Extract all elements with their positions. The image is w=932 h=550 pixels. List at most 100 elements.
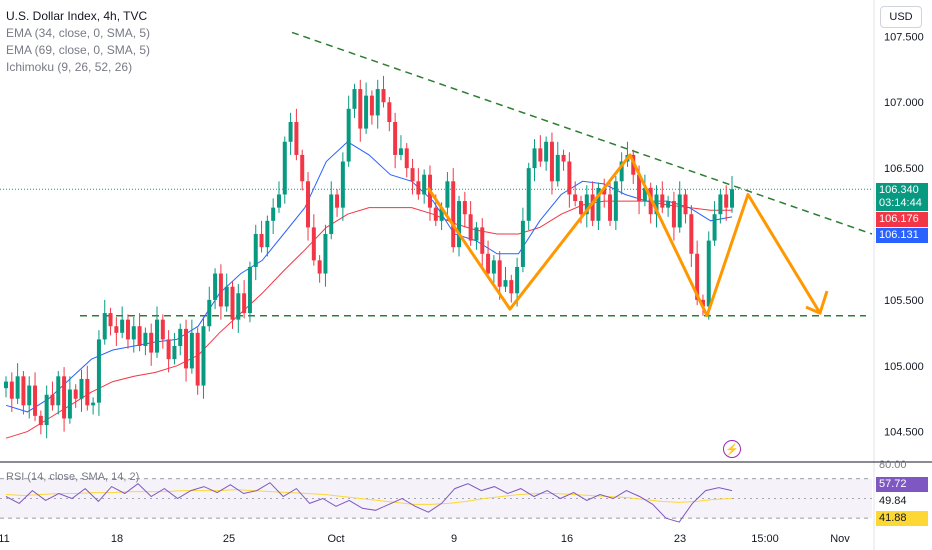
candle-body [358,89,363,129]
candle-body [102,313,107,340]
candle-body [515,266,520,294]
time-axis: 11 18 25 Oct 9 16 23 15:00 Nov [0,533,850,545]
candle [155,306,160,358]
candle-body [224,286,229,307]
candle [218,264,223,320]
candle-body [468,214,473,241]
candle-body [184,328,189,369]
candle-body [706,240,711,307]
candle-body [677,194,682,228]
candle [718,189,723,224]
candle [253,224,258,281]
candle-body [549,141,554,182]
candle [509,274,514,303]
legend-ema-fast: EMA (34, close, 0, SMA, 5) [6,26,151,40]
pattern-drawing [426,153,829,318]
candle [549,132,554,195]
candle [143,327,148,356]
candle-body [67,389,72,419]
candle [102,299,107,345]
candle-body [573,194,578,202]
price-tick-0: 107.500 [884,31,924,43]
candle-body [364,95,369,129]
candle-body [445,181,450,208]
time-tick-7: 15:00 [751,533,779,545]
candle [166,330,171,373]
candle-body [247,266,252,314]
candle-body [131,326,136,340]
rsi-value-tag: 57.72 [876,477,928,492]
candle [387,96,392,132]
candle-body [300,154,305,182]
candle-body [561,154,566,162]
candle-body [288,122,293,142]
candle-body [480,227,485,254]
bar-countdown: 03:14:44 [879,197,922,209]
candle-body [50,394,55,406]
candle [27,376,32,419]
candle-body [120,319,125,333]
candle-body [439,207,444,221]
candle-body [137,326,142,346]
candle [369,90,374,125]
candle-body [578,201,583,215]
candle [457,195,462,257]
candle-body [712,214,717,241]
candle-body [462,201,467,215]
ema-slow-line [5,200,732,439]
candle [73,384,78,408]
candle-body [666,201,671,208]
candle-body [172,346,177,360]
price-tick-1: 107.000 [884,97,924,109]
candle-body [730,189,734,208]
candle-body [608,194,613,221]
candle [654,185,659,228]
candle [62,367,67,432]
candle-body [352,89,357,109]
candle [67,376,72,424]
candle [306,172,311,241]
currency-button[interactable]: USD [880,6,922,28]
candle [207,286,212,332]
candle [677,181,682,233]
candle-body [15,376,20,399]
candle [340,152,345,221]
candle [689,205,694,267]
candle-body [282,141,287,195]
candle [410,158,415,195]
time-tick-3: Oct [327,533,344,545]
rsi-lower-tag: 41.88 [876,511,928,526]
candle [567,152,572,208]
candle-body [276,194,281,208]
candle-body [474,227,479,241]
candle [526,162,531,231]
candle-body [433,207,438,221]
candle-body [381,89,386,103]
time-tick-2: 25 [223,533,235,545]
candle [247,261,252,323]
candle [282,136,287,204]
flash-icon[interactable]: ⚡ [723,440,741,458]
projection-arrowhead [805,290,829,315]
candle-body [375,89,380,116]
candle-body [85,378,90,406]
candle [294,108,299,161]
candle [201,317,206,399]
candle [375,79,380,129]
candle-body [335,194,340,208]
rsi-ma-tag: 49.84 [879,495,907,507]
candle [462,191,467,228]
candle-body [143,332,148,346]
candle-body [306,181,311,228]
candle-body [491,260,496,274]
candle [660,181,665,213]
candle [288,112,293,155]
candle [4,376,8,398]
candle-body [91,402,96,406]
candle-body [21,376,26,406]
candle [398,135,403,161]
candle [114,317,119,346]
candle [602,178,607,208]
candle [364,82,369,134]
